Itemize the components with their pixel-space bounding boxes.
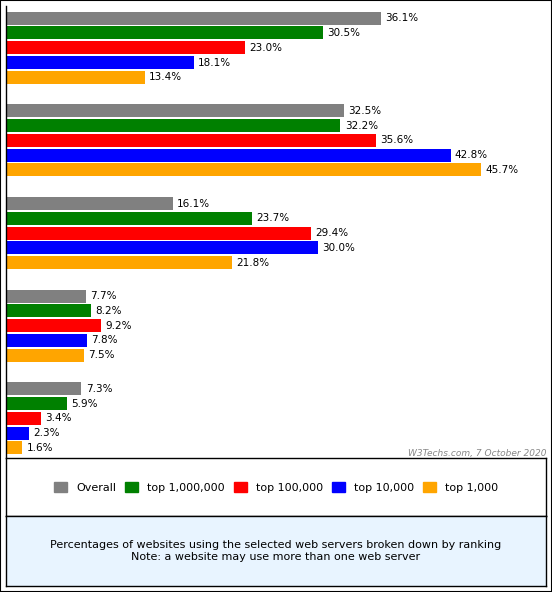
Bar (6, 134, 376, 147)
Bar (6, 41, 245, 54)
Text: 7.3%: 7.3% (86, 384, 112, 394)
Bar (6, 349, 83, 362)
Text: 13.4%: 13.4% (149, 72, 182, 82)
Text: 42.8%: 42.8% (455, 150, 488, 160)
Text: 5.9%: 5.9% (71, 398, 98, 408)
Bar (6, 119, 341, 132)
Bar (6, 412, 41, 425)
Bar (6, 242, 317, 255)
Text: 32.5%: 32.5% (348, 106, 381, 116)
Bar (6, 12, 381, 25)
Text: 30.0%: 30.0% (322, 243, 354, 253)
Bar (6, 227, 311, 240)
Bar (6, 256, 232, 269)
Text: W3Techs.com, 7 October 2020: W3Techs.com, 7 October 2020 (408, 449, 546, 458)
Bar (6, 27, 323, 40)
Bar (6, 319, 101, 332)
Text: 32.2%: 32.2% (344, 121, 378, 131)
Legend: Overall, top 1,000,000, top 100,000, top 10,000, top 1,000: Overall, top 1,000,000, top 100,000, top… (50, 479, 502, 496)
Text: 7.8%: 7.8% (91, 336, 118, 346)
Text: 29.4%: 29.4% (316, 228, 349, 238)
Bar (6, 427, 29, 440)
Text: 35.6%: 35.6% (380, 136, 413, 146)
Bar (6, 289, 86, 303)
Text: 36.1%: 36.1% (385, 13, 418, 23)
Bar (6, 163, 481, 176)
Text: 8.2%: 8.2% (95, 306, 121, 316)
Text: 23.0%: 23.0% (249, 43, 282, 53)
Text: 2.3%: 2.3% (34, 428, 60, 438)
Text: 21.8%: 21.8% (236, 258, 269, 268)
Text: 23.7%: 23.7% (256, 213, 289, 223)
Text: 45.7%: 45.7% (485, 165, 518, 175)
Bar (6, 304, 91, 317)
Bar (6, 442, 22, 455)
Bar (6, 197, 173, 210)
Text: 7.5%: 7.5% (88, 350, 114, 361)
Text: 7.7%: 7.7% (90, 291, 116, 301)
Bar (6, 212, 252, 225)
Text: 1.6%: 1.6% (26, 443, 53, 453)
Bar (6, 397, 67, 410)
Bar (6, 382, 82, 395)
Bar (6, 334, 87, 347)
Text: 18.1%: 18.1% (198, 57, 231, 67)
Text: Percentages of websites using the selected web servers broken down by ranking
No: Percentages of websites using the select… (50, 540, 502, 562)
Bar (6, 104, 343, 117)
Text: 16.1%: 16.1% (177, 198, 210, 208)
Bar (6, 56, 194, 69)
Text: 9.2%: 9.2% (105, 321, 132, 331)
Text: 30.5%: 30.5% (327, 28, 360, 38)
Bar (6, 71, 145, 84)
Bar (6, 149, 451, 162)
Text: 3.4%: 3.4% (45, 413, 72, 423)
